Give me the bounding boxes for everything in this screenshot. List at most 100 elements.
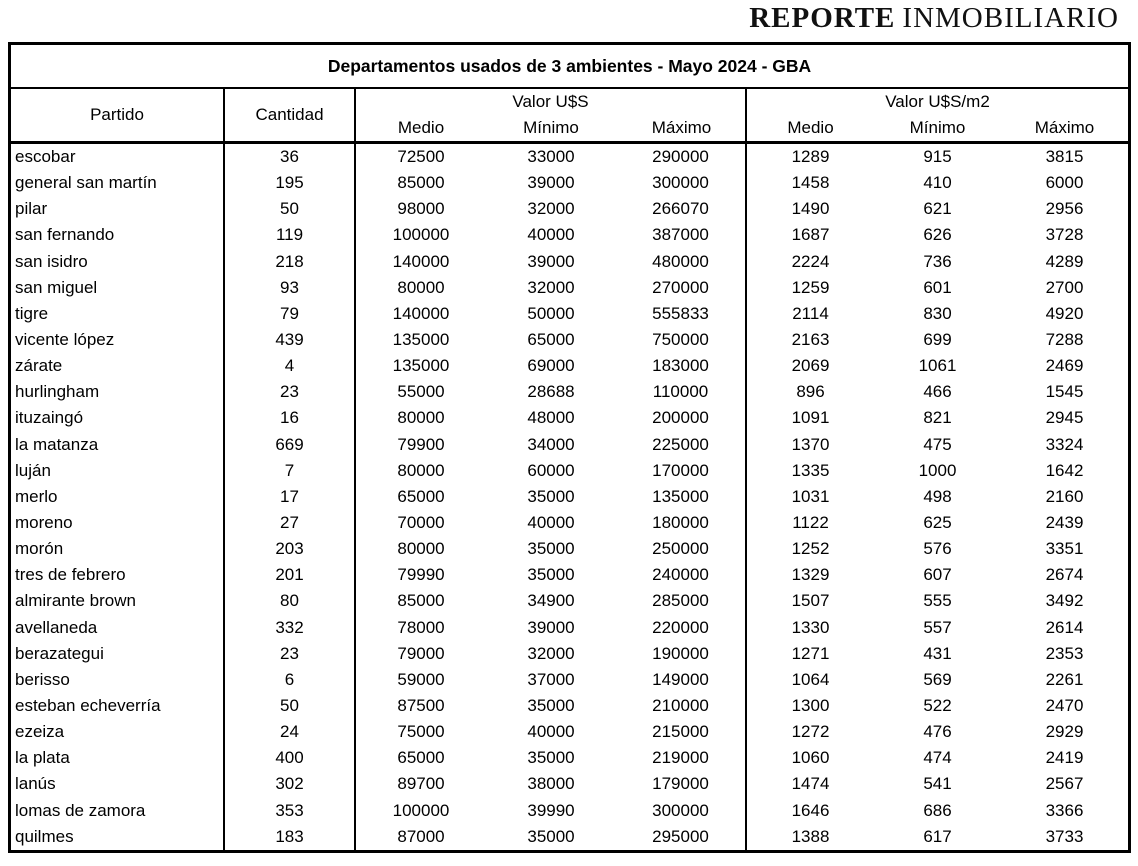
usd-m2-medio-cell: 1330	[791, 617, 830, 637]
usd-m2-maximo-cell: 3733	[1045, 826, 1084, 846]
usd-medio-cell: 79900	[397, 434, 445, 454]
usd-m2-maximo-cell: 4920	[1045, 303, 1084, 323]
table-body: escobar 36 72500 33000 290000 1289 915 3…	[11, 144, 1128, 850]
usd-medio-cell: 85000	[397, 591, 445, 611]
usd-m2-minimo-cell: 576	[923, 539, 952, 559]
table-row: tigre 79 140000 50000 555833 2114 830 49…	[11, 300, 1128, 327]
usd-maximo-cell: 190000	[616, 640, 747, 667]
cantidad-cell: 36	[225, 144, 356, 171]
usd-m2-minimo-cell: 699	[923, 330, 952, 350]
usd-maximo-cell: 300000	[616, 170, 747, 197]
usd-m2-minimo-cell: 625	[923, 513, 952, 533]
cantidad-cell: 7	[225, 457, 356, 484]
group-title-valor-usd-m2: Valor U$S/m2	[885, 92, 990, 111]
cantidad-cell: 79	[225, 300, 356, 327]
usd-medio-cell: 80000	[397, 408, 445, 428]
partido-cell: quilmes	[11, 823, 225, 850]
usd-minimo-cell: 28688	[527, 382, 575, 402]
cantidad-cell: 50	[225, 692, 356, 720]
usd-minimo-cell: 38000	[527, 774, 575, 794]
usd-m2-medio-cell: 2163	[791, 330, 830, 350]
usd-m2-medio-cell: 1335	[791, 460, 830, 480]
usd-m2-minimo-cell: 474	[923, 748, 952, 768]
usd-minimo-cell: 35000	[527, 539, 575, 559]
usd-m2-minimo-cell: 617	[923, 826, 952, 846]
usd-maximo-cell: 135000	[616, 483, 747, 510]
partido-cell: san fernando	[11, 222, 225, 249]
usd-m2-maximo-cell: 2929	[1045, 722, 1084, 742]
usd-m2-maximo-cell: 6000	[1045, 173, 1084, 193]
table-row: la matanza 669 79900 34000 225000 1370 4…	[11, 431, 1128, 458]
usd-m2-minimo-cell: 541	[923, 774, 952, 794]
usd-medio-cell: 135000	[392, 330, 450, 350]
usd-medio-cell: 100000	[392, 225, 450, 245]
partido-cell: avellaneda	[11, 614, 225, 641]
usd-maximo-cell: 183000	[616, 353, 747, 380]
usd-minimo-cell: 50000	[527, 303, 575, 323]
usd-m2-minimo-cell: 522	[923, 696, 952, 716]
usd-m2-minimo-cell: 915	[923, 147, 952, 167]
usd-minimo-cell: 35000	[527, 696, 575, 716]
usd-m2-medio-cell: 1329	[791, 565, 830, 585]
usd-minimo-cell: 35000	[527, 486, 575, 506]
cantidad-cell: 669	[225, 431, 356, 458]
cantidad-cell: 17	[225, 483, 356, 510]
usd-medio-cell: 72500	[397, 147, 445, 167]
table-row: berazategui 23 79000 32000 190000 1271 4…	[11, 640, 1128, 667]
usd-maximo-cell: 555833	[616, 300, 747, 327]
usd-m2-maximo-cell: 2439	[1045, 513, 1084, 533]
cantidad-cell: 23	[225, 379, 356, 406]
usd-minimo-cell: 35000	[527, 748, 575, 768]
usd-maximo-cell: 750000	[616, 326, 747, 354]
cantidad-cell: 119	[225, 222, 356, 249]
table-row: la plata 400 65000 35000 219000 1060 474…	[11, 745, 1128, 772]
table-row: ituzaingó 16 80000 48000 200000 1091 821…	[11, 405, 1128, 432]
usd-minimo-cell: 33000	[527, 147, 575, 167]
usd-maximo-cell: 387000	[616, 222, 747, 249]
usd-m2-medio-cell: 2114	[792, 303, 829, 323]
subheader-usd-m2-minimo: Mínimo	[909, 118, 966, 137]
partido-cell: hurlingham	[11, 379, 225, 406]
column-header-cantidad: Cantidad	[225, 89, 356, 141]
cantidad-cell: 439	[225, 326, 356, 354]
usd-m2-maximo-cell: 3815	[1045, 147, 1084, 167]
table-row: pilar 50 98000 32000 266070 1490 621 295…	[11, 196, 1128, 223]
partido-cell: moreno	[11, 509, 225, 537]
table-row: luján 7 80000 60000 170000 1335 1000 164…	[11, 457, 1128, 484]
usd-m2-medio-cell: 1122	[792, 513, 829, 533]
cantidad-cell: 24	[225, 719, 356, 746]
usd-maximo-cell: 220000	[616, 614, 747, 641]
usd-m2-medio-cell: 896	[796, 382, 825, 402]
subheader-usd-m2-maximo: Máximo	[1034, 118, 1095, 137]
cantidad-cell: 6	[225, 666, 356, 693]
usd-m2-minimo-cell: 830	[923, 303, 952, 323]
usd-m2-medio-cell: 1474	[791, 774, 830, 794]
usd-maximo-cell: 225000	[616, 431, 747, 458]
table-header: Partido Cantidad Valor U$S Medio Mínimo …	[11, 89, 1128, 144]
usd-medio-cell: 75000	[397, 722, 445, 742]
usd-m2-maximo-cell: 2353	[1045, 643, 1084, 663]
usd-m2-medio-cell: 1060	[791, 748, 830, 768]
cantidad-cell: 27	[225, 509, 356, 537]
group-title-valor-usd: Valor U$S	[512, 92, 589, 111]
table-row: moreno 27 70000 40000 180000 1122 625 24…	[11, 509, 1128, 537]
partido-cell: vicente lópez	[11, 326, 225, 354]
table-row: escobar 36 72500 33000 290000 1289 915 3…	[11, 144, 1128, 171]
usd-m2-minimo-cell: 1000	[918, 460, 957, 480]
table-title: Departamentos usados de 3 ambientes - Ma…	[11, 45, 1128, 89]
subheader-usd-maximo: Máximo	[651, 118, 712, 137]
cantidad-cell: 23	[225, 640, 356, 667]
table-row: general san martín 195 85000 39000 30000…	[11, 170, 1128, 197]
usd-m2-maximo-cell: 2469	[1045, 356, 1084, 376]
usd-minimo-cell: 39990	[527, 800, 575, 820]
usd-maximo-cell: 295000	[616, 823, 747, 850]
usd-m2-maximo-cell: 2674	[1045, 565, 1084, 585]
usd-medio-cell: 85000	[397, 173, 445, 193]
usd-maximo-cell: 180000	[616, 509, 747, 537]
table-row: lomas de zamora 353 100000 39990 300000 …	[11, 797, 1128, 824]
partido-cell: la plata	[11, 745, 225, 772]
usd-m2-maximo-cell: 2261	[1045, 669, 1084, 689]
usd-minimo-cell: 40000	[527, 225, 575, 245]
cantidad-cell: 93	[225, 274, 356, 301]
usd-maximo-cell: 170000	[616, 457, 747, 484]
